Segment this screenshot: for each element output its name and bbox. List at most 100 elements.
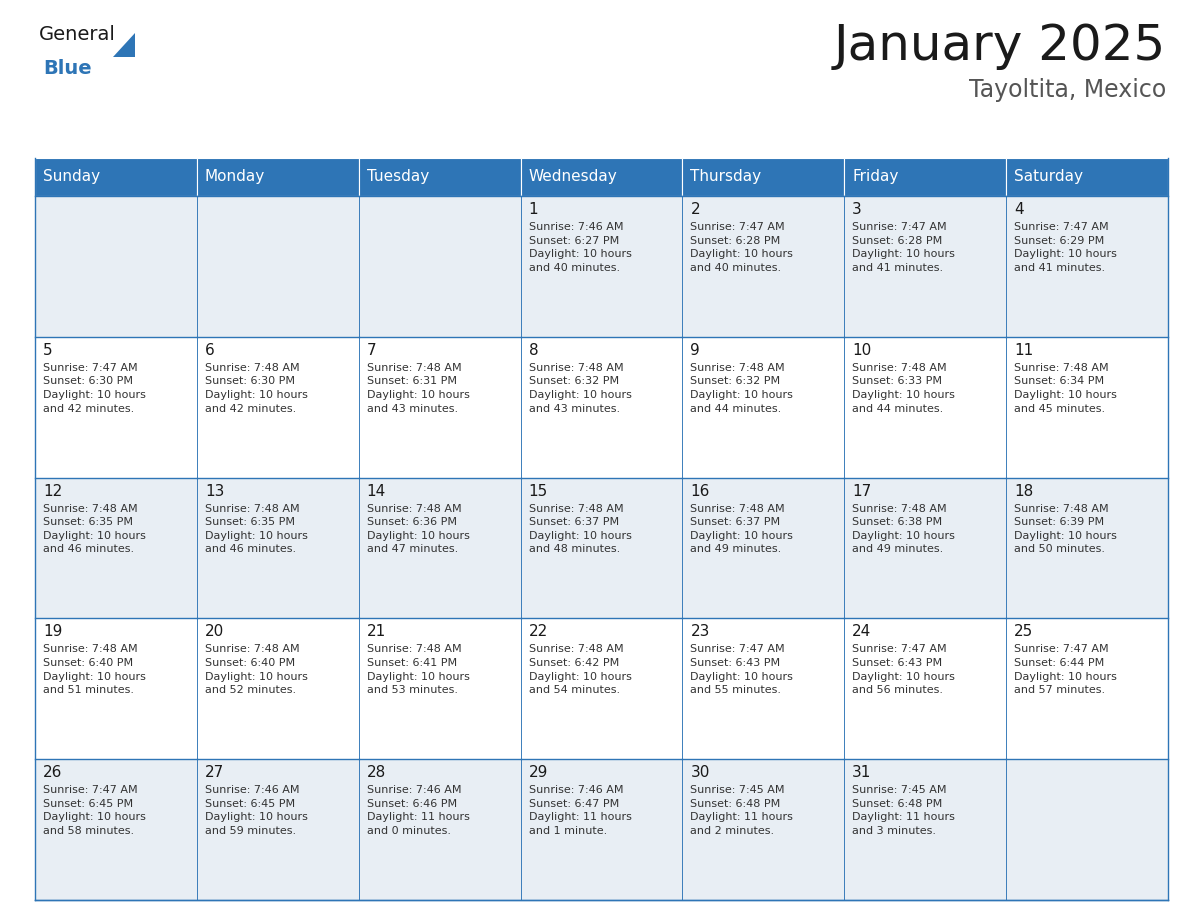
Text: Sunrise: 7:48 AM
Sunset: 6:40 PM
Daylight: 10 hours
and 52 minutes.: Sunrise: 7:48 AM Sunset: 6:40 PM Dayligh… [204, 644, 308, 695]
Bar [359, 337, 520, 477]
Text: Sunrise: 7:48 AM
Sunset: 6:37 PM
Daylight: 10 hours
and 49 minutes.: Sunrise: 7:48 AM Sunset: 6:37 PM Dayligh… [690, 504, 794, 554]
Text: 9: 9 [690, 342, 700, 358]
Bar [359, 196, 520, 337]
Text: Sunrise: 7:47 AM
Sunset: 6:45 PM
Daylight: 10 hours
and 58 minutes.: Sunrise: 7:47 AM Sunset: 6:45 PM Dayligh… [43, 785, 146, 836]
Text: 2: 2 [690, 202, 700, 217]
Text: Sunrise: 7:47 AM
Sunset: 6:28 PM
Daylight: 10 hours
and 40 minutes.: Sunrise: 7:47 AM Sunset: 6:28 PM Dayligh… [690, 222, 794, 273]
Bar [1006, 196, 1168, 337]
Bar [845, 619, 1006, 759]
Text: 8: 8 [529, 342, 538, 358]
Bar [197, 196, 359, 337]
Text: Sunrise: 7:48 AM
Sunset: 6:34 PM
Daylight: 10 hours
and 45 minutes.: Sunrise: 7:48 AM Sunset: 6:34 PM Dayligh… [1015, 363, 1117, 414]
Bar [1006, 158, 1168, 196]
Bar [682, 158, 845, 196]
Text: 26: 26 [43, 766, 63, 780]
Bar [197, 759, 359, 900]
Text: 22: 22 [529, 624, 548, 640]
Bar [682, 196, 845, 337]
Text: 7: 7 [367, 342, 377, 358]
Bar [682, 619, 845, 759]
Bar [520, 337, 682, 477]
Text: Sunrise: 7:46 AM
Sunset: 6:45 PM
Daylight: 10 hours
and 59 minutes.: Sunrise: 7:46 AM Sunset: 6:45 PM Dayligh… [204, 785, 308, 836]
Text: Saturday: Saturday [1015, 170, 1083, 185]
Bar [1006, 759, 1168, 900]
Text: Sunrise: 7:47 AM
Sunset: 6:29 PM
Daylight: 10 hours
and 41 minutes.: Sunrise: 7:47 AM Sunset: 6:29 PM Dayligh… [1015, 222, 1117, 273]
Text: Sunrise: 7:48 AM
Sunset: 6:37 PM
Daylight: 10 hours
and 48 minutes.: Sunrise: 7:48 AM Sunset: 6:37 PM Dayligh… [529, 504, 632, 554]
Text: 24: 24 [852, 624, 872, 640]
Text: Friday: Friday [852, 170, 898, 185]
Text: Sunrise: 7:47 AM
Sunset: 6:44 PM
Daylight: 10 hours
and 57 minutes.: Sunrise: 7:47 AM Sunset: 6:44 PM Dayligh… [1015, 644, 1117, 695]
Text: 19: 19 [43, 624, 63, 640]
Text: Blue: Blue [43, 59, 91, 78]
Text: 16: 16 [690, 484, 709, 498]
Text: Sunrise: 7:47 AM
Sunset: 6:43 PM
Daylight: 10 hours
and 55 minutes.: Sunrise: 7:47 AM Sunset: 6:43 PM Dayligh… [690, 644, 794, 695]
Text: General: General [39, 25, 116, 44]
Text: 31: 31 [852, 766, 872, 780]
Bar [197, 477, 359, 619]
Text: 11: 11 [1015, 342, 1034, 358]
Bar [197, 619, 359, 759]
Bar [520, 759, 682, 900]
Bar [359, 619, 520, 759]
Bar [845, 158, 1006, 196]
Text: Sunrise: 7:48 AM
Sunset: 6:30 PM
Daylight: 10 hours
and 42 minutes.: Sunrise: 7:48 AM Sunset: 6:30 PM Dayligh… [204, 363, 308, 414]
Bar [520, 477, 682, 619]
Bar [845, 196, 1006, 337]
Text: Sunrise: 7:48 AM
Sunset: 6:42 PM
Daylight: 10 hours
and 54 minutes.: Sunrise: 7:48 AM Sunset: 6:42 PM Dayligh… [529, 644, 632, 695]
Bar [520, 619, 682, 759]
Bar [34, 619, 197, 759]
Text: Sunrise: 7:46 AM
Sunset: 6:27 PM
Daylight: 10 hours
and 40 minutes.: Sunrise: 7:46 AM Sunset: 6:27 PM Dayligh… [529, 222, 632, 273]
Text: 15: 15 [529, 484, 548, 498]
Text: 5: 5 [43, 342, 52, 358]
Bar [359, 158, 520, 196]
Text: 3: 3 [852, 202, 862, 217]
Bar [34, 759, 197, 900]
Text: Sunrise: 7:48 AM
Sunset: 6:35 PM
Daylight: 10 hours
and 46 minutes.: Sunrise: 7:48 AM Sunset: 6:35 PM Dayligh… [43, 504, 146, 554]
Bar [34, 477, 197, 619]
Text: 25: 25 [1015, 624, 1034, 640]
Text: 20: 20 [204, 624, 225, 640]
Bar [682, 759, 845, 900]
Bar [1006, 477, 1168, 619]
Text: Sunday: Sunday [43, 170, 100, 185]
Text: 21: 21 [367, 624, 386, 640]
Text: Sunrise: 7:48 AM
Sunset: 6:39 PM
Daylight: 10 hours
and 50 minutes.: Sunrise: 7:48 AM Sunset: 6:39 PM Dayligh… [1015, 504, 1117, 554]
Text: 10: 10 [852, 342, 872, 358]
Text: Sunrise: 7:48 AM
Sunset: 6:32 PM
Daylight: 10 hours
and 43 minutes.: Sunrise: 7:48 AM Sunset: 6:32 PM Dayligh… [529, 363, 632, 414]
Bar [1006, 619, 1168, 759]
Text: Sunrise: 7:48 AM
Sunset: 6:40 PM
Daylight: 10 hours
and 51 minutes.: Sunrise: 7:48 AM Sunset: 6:40 PM Dayligh… [43, 644, 146, 695]
Bar [520, 158, 682, 196]
Text: Tuesday: Tuesday [367, 170, 429, 185]
Text: 27: 27 [204, 766, 225, 780]
Text: Sunrise: 7:45 AM
Sunset: 6:48 PM
Daylight: 11 hours
and 2 minutes.: Sunrise: 7:45 AM Sunset: 6:48 PM Dayligh… [690, 785, 794, 836]
Bar [34, 337, 197, 477]
Text: Sunrise: 7:47 AM
Sunset: 6:30 PM
Daylight: 10 hours
and 42 minutes.: Sunrise: 7:47 AM Sunset: 6:30 PM Dayligh… [43, 363, 146, 414]
Text: 28: 28 [367, 766, 386, 780]
Text: Sunrise: 7:48 AM
Sunset: 6:38 PM
Daylight: 10 hours
and 49 minutes.: Sunrise: 7:48 AM Sunset: 6:38 PM Dayligh… [852, 504, 955, 554]
Text: Sunrise: 7:48 AM
Sunset: 6:32 PM
Daylight: 10 hours
and 44 minutes.: Sunrise: 7:48 AM Sunset: 6:32 PM Dayligh… [690, 363, 794, 414]
Bar [520, 196, 682, 337]
Text: Wednesday: Wednesday [529, 170, 618, 185]
Bar [845, 759, 1006, 900]
Text: 18: 18 [1015, 484, 1034, 498]
Text: Thursday: Thursday [690, 170, 762, 185]
Text: Sunrise: 7:47 AM
Sunset: 6:43 PM
Daylight: 10 hours
and 56 minutes.: Sunrise: 7:47 AM Sunset: 6:43 PM Dayligh… [852, 644, 955, 695]
Bar [682, 477, 845, 619]
Bar [359, 477, 520, 619]
Text: 1: 1 [529, 202, 538, 217]
Bar [197, 337, 359, 477]
Text: 14: 14 [367, 484, 386, 498]
Polygon shape [113, 33, 135, 57]
Text: Sunrise: 7:48 AM
Sunset: 6:41 PM
Daylight: 10 hours
and 53 minutes.: Sunrise: 7:48 AM Sunset: 6:41 PM Dayligh… [367, 644, 469, 695]
Text: Sunrise: 7:46 AM
Sunset: 6:47 PM
Daylight: 11 hours
and 1 minute.: Sunrise: 7:46 AM Sunset: 6:47 PM Dayligh… [529, 785, 632, 836]
Text: Sunrise: 7:48 AM
Sunset: 6:31 PM
Daylight: 10 hours
and 43 minutes.: Sunrise: 7:48 AM Sunset: 6:31 PM Dayligh… [367, 363, 469, 414]
Text: 6: 6 [204, 342, 215, 358]
Text: Monday: Monday [204, 170, 265, 185]
Text: 13: 13 [204, 484, 225, 498]
Text: Sunrise: 7:48 AM
Sunset: 6:33 PM
Daylight: 10 hours
and 44 minutes.: Sunrise: 7:48 AM Sunset: 6:33 PM Dayligh… [852, 363, 955, 414]
Text: Sunrise: 7:47 AM
Sunset: 6:28 PM
Daylight: 10 hours
and 41 minutes.: Sunrise: 7:47 AM Sunset: 6:28 PM Dayligh… [852, 222, 955, 273]
Text: Sunrise: 7:45 AM
Sunset: 6:48 PM
Daylight: 11 hours
and 3 minutes.: Sunrise: 7:45 AM Sunset: 6:48 PM Dayligh… [852, 785, 955, 836]
Bar [845, 337, 1006, 477]
Text: Sunrise: 7:46 AM
Sunset: 6:46 PM
Daylight: 11 hours
and 0 minutes.: Sunrise: 7:46 AM Sunset: 6:46 PM Dayligh… [367, 785, 469, 836]
Text: 29: 29 [529, 766, 548, 780]
